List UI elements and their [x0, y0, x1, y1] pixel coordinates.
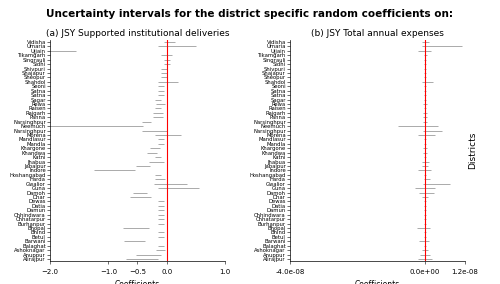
Y-axis label: Districts: Districts — [468, 132, 477, 169]
X-axis label: Coefficients: Coefficients — [115, 281, 160, 284]
Text: Uncertainty intervals for the district specific random coefficients on:: Uncertainty intervals for the district s… — [46, 9, 454, 18]
Title: (b) JSY Total annual expenses: (b) JSY Total annual expenses — [311, 29, 444, 37]
X-axis label: Coefficients: Coefficients — [355, 281, 400, 284]
Title: (a) JSY Supported institutional deliveries: (a) JSY Supported institutional deliveri… — [46, 29, 229, 37]
